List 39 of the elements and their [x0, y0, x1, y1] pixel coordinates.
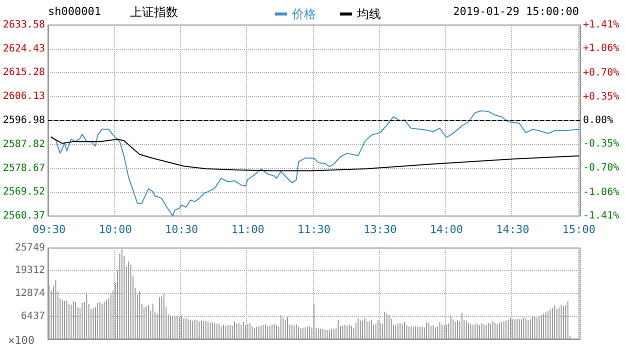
y2-tick-label: +1.06%: [583, 43, 620, 54]
line-series: [50, 136, 580, 172]
y2-tick-label: 0.00%: [583, 115, 614, 126]
y2-tick-label: +0.35%: [583, 91, 620, 102]
y2-tick-label: -0.70%: [583, 162, 620, 174]
x-tick-label: 09:30: [32, 223, 66, 236]
y2-tick-label: +1.41%: [583, 20, 620, 30]
line-series: [50, 110, 580, 216]
x-tick-label: 14:30: [496, 223, 530, 236]
y-tick-label: 25749: [14, 242, 45, 254]
legend-label: 价格: [291, 7, 316, 21]
y-tick-label: 2615.28: [2, 67, 45, 78]
legend-label: 均线: [356, 7, 381, 21]
y-axis-title: ×100: [8, 334, 34, 347]
y-tick-label: 2624.43: [2, 43, 45, 54]
y-tick-label: 2569.52: [2, 186, 45, 198]
y-tick-label: 2587.82: [2, 138, 45, 150]
y-tick-label: 19312: [14, 265, 45, 276]
text: 2019-01-29 15:00:00: [453, 5, 579, 18]
x-tick-label: 13:30: [364, 223, 397, 236]
x-tick-label: 10:00: [98, 223, 132, 236]
chart-subtitle: 上证指数: [130, 4, 178, 21]
x-tick-label: 11:00: [231, 223, 264, 236]
y-tick-label: 2578.67: [2, 162, 45, 174]
y2-tick-label: +0.70%: [583, 68, 620, 79]
y-tick-label: 6437: [20, 310, 45, 322]
chart-title: sh000001: [48, 5, 101, 18]
y-tick-label: 2596.98: [2, 114, 45, 126]
y-tick-label: 2606.13: [2, 91, 45, 102]
y-tick-label: 12874: [14, 288, 45, 299]
y2-tick-label: -0.35%: [583, 138, 620, 150]
x-tick-label: 14:00: [430, 223, 464, 236]
y-tick-label: 2633.58: [2, 20, 45, 30]
y2-tick-label: -1.41%: [583, 210, 620, 222]
x-tick-label: 10:30: [164, 223, 198, 236]
x-tick-label: 11:30: [297, 223, 331, 236]
y-tick-label: 2560.37: [2, 210, 45, 222]
x-tick-label: 15:00: [562, 223, 596, 236]
y2-tick-label: -1.06%: [583, 186, 620, 198]
